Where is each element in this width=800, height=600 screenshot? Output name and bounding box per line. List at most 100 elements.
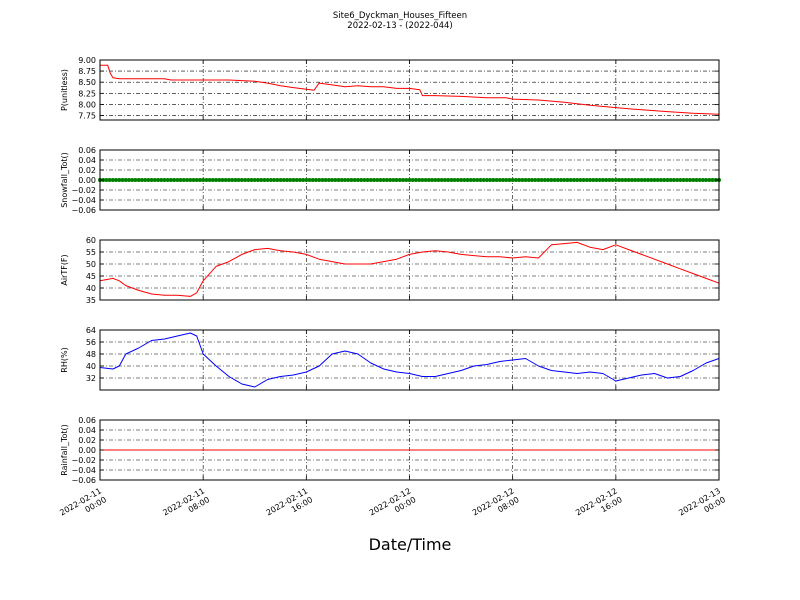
data-point [397,178,402,182]
data-point [233,178,238,182]
data-point [462,178,467,182]
y-tick-label: 0.02 [78,436,96,445]
y-axis-label: Snowfall_Tot() [60,152,69,208]
data-point [159,178,164,182]
data-point [384,178,389,182]
data-point [368,178,373,182]
data-point [571,178,576,182]
data-point [475,178,480,182]
data-point [662,178,667,182]
data-point [471,178,476,182]
y-tick-label: 9.00 [78,56,96,65]
data-point [127,178,132,182]
data-point [658,178,663,182]
data-point [272,178,277,182]
data-point [562,178,567,182]
data-point [575,178,580,182]
data-point [423,178,428,182]
y-tick-label: 55 [86,248,96,257]
y-tick-label: 0.04 [78,156,96,165]
data-point [172,178,177,182]
data-point [355,178,360,182]
data-point [143,178,148,182]
data-point [675,178,680,182]
data-point [349,178,354,182]
data-point [178,178,183,182]
data-point [288,178,293,182]
y-tick-label: 50 [86,260,96,269]
data-point [123,178,128,182]
data-point [214,178,219,182]
data-point [629,178,634,182]
data-point [133,178,138,182]
data-point [336,178,341,182]
data-point [626,178,631,182]
y-tick-label: 8.00 [78,100,96,109]
data-point [236,178,241,182]
y-tick-label: −0.04 [71,466,96,475]
data-point [565,178,570,182]
y-tick-label: 35 [86,296,96,305]
data-point [139,178,144,182]
data-point [314,178,319,182]
y-tick-label: 60 [86,236,96,245]
data-point [404,178,409,182]
data-point [326,178,331,182]
data-point [459,178,464,182]
data-point [136,178,141,182]
data-point [504,178,509,182]
data-point [671,178,676,182]
data-point [352,178,357,182]
data-point [372,178,377,182]
data-point [426,178,431,182]
y-tick-label: 0.00 [78,176,96,185]
data-point [578,178,583,182]
y-tick-label: −0.06 [71,476,96,485]
chart-title: Site6_Dyckman_Houses_Fifteen [332,11,468,21]
data-point [610,178,615,182]
data-point [297,178,302,182]
data-point [378,178,383,182]
data-point [268,178,273,182]
data-point [442,178,447,182]
y-tick-label: 0.06 [78,146,96,155]
data-point [668,178,673,182]
data-point [201,178,206,182]
x-axis-label: Date/Time [368,535,452,554]
data-point [110,178,115,182]
data-point [510,178,515,182]
data-point [359,178,364,182]
data-point [607,178,612,182]
data-point [555,178,560,182]
y-tick-label: 40 [86,362,96,371]
data-point [223,178,228,182]
data-point [710,178,715,182]
data-point [620,178,625,182]
data-point [388,178,393,182]
data-point [204,178,209,182]
data-point [333,178,338,182]
data-point [584,178,589,182]
data-point [114,178,119,182]
y-tick-label: 8.75 [78,67,96,76]
data-point [294,178,299,182]
data-point [517,178,522,182]
y-tick-label: 45 [86,272,96,281]
data-point [646,178,651,182]
data-point [117,178,122,182]
data-point [310,178,315,182]
data-point [591,178,596,182]
data-point [394,178,399,182]
data-point [684,178,689,182]
data-point [691,178,696,182]
data-point [500,178,505,182]
y-axis-label: Rainfall_Tot() [60,424,69,476]
data-point [681,178,686,182]
data-point [278,178,283,182]
data-point [552,178,557,182]
data-point [546,178,551,182]
